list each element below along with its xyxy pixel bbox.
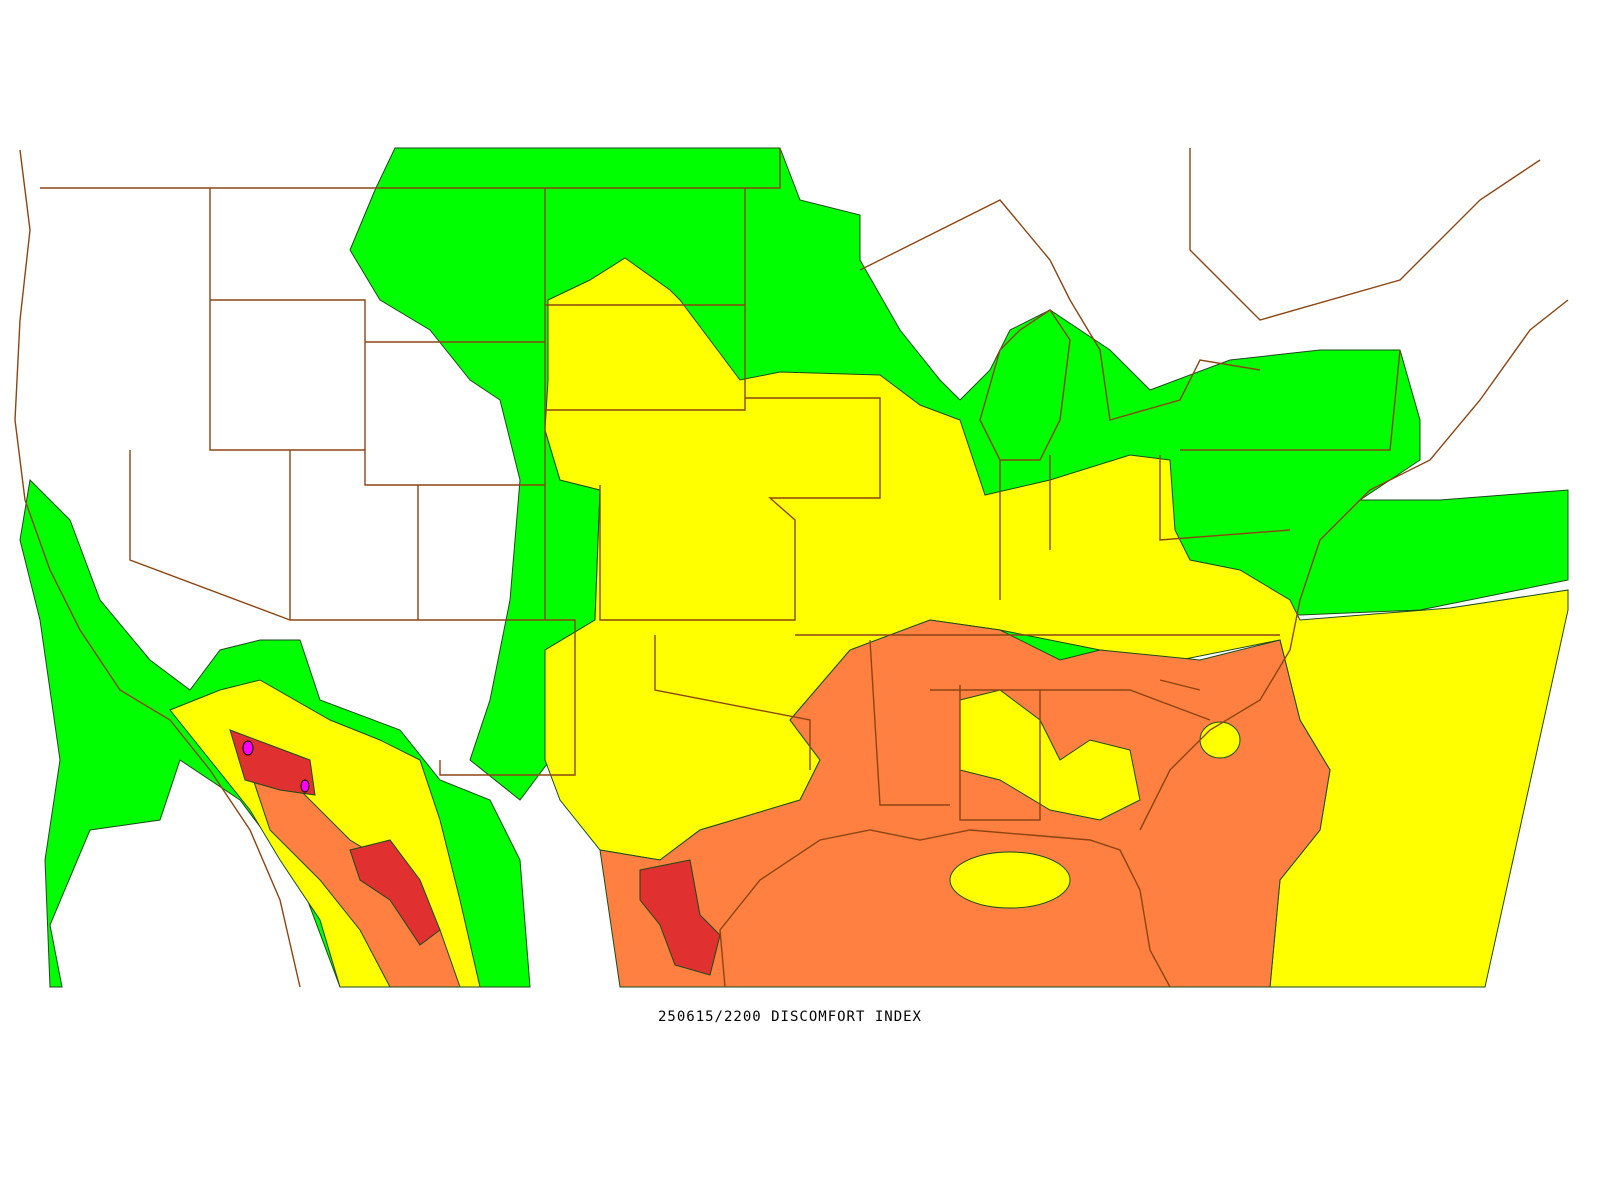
map <box>14 147 1569 988</box>
zone-red-arizona <box>349 839 441 946</box>
zone-yellow-gulf <box>949 851 1071 909</box>
zone-orange-southwest <box>249 769 461 988</box>
zone-magenta <box>242 740 254 756</box>
map-caption: 250615/2200 DISCOMFORT INDEX <box>658 1009 922 1025</box>
zone-yellow-southeast <box>959 689 1141 821</box>
zone-yellow-carolina <box>1199 721 1241 759</box>
zone-red-texas <box>639 859 721 976</box>
zone-magenta <box>300 779 310 793</box>
boundaries <box>14 148 1569 988</box>
